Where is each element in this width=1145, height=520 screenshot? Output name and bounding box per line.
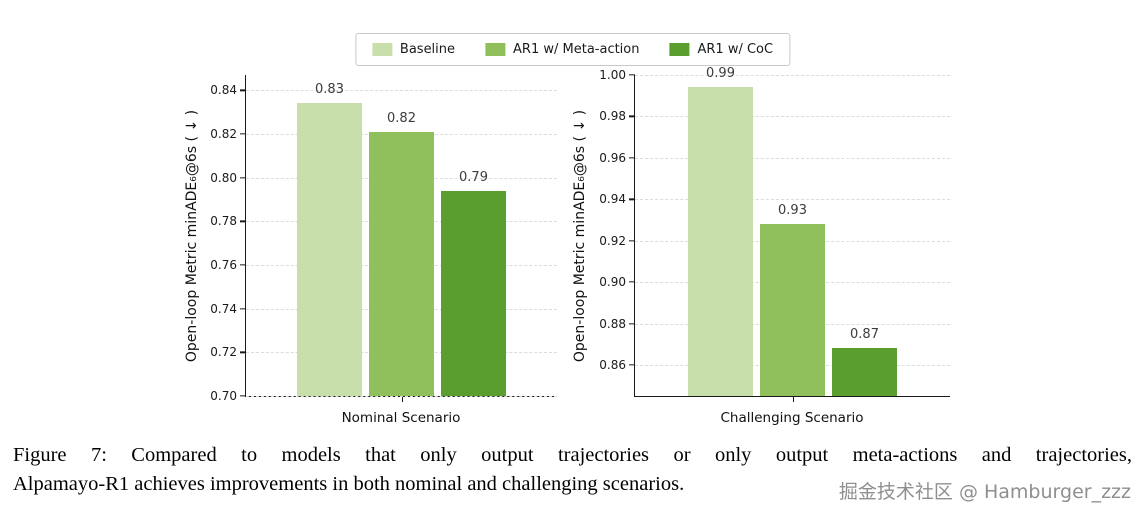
y-axis-label: Open-loop Metric minADE₆@6s ( ↓ ) <box>572 109 588 363</box>
caption-line-1: Figure 7: Compared to models that only o… <box>13 444 1132 466</box>
bar-baseline: 0.83 <box>297 82 362 396</box>
chart-nominal-scenario: Open-loop Metric minADE₆@6s ( ↓ ) 0.70 0.… <box>168 62 560 440</box>
bars-group: 0.83 0.82 0.79 <box>246 82 557 396</box>
chart-challenging-scenario: Open-loop Metric minADE₆@6s ( ↓ ) 0.86 0.… <box>556 62 954 440</box>
bar-baseline: 0.99 <box>688 66 753 396</box>
caption-line-2: Alpamayo-R1 achieves improvements in bot… <box>13 473 685 495</box>
y-tick-label: 0.78 <box>210 214 237 229</box>
y-tick-label: 0.90 <box>599 275 626 290</box>
y-tick-mark <box>629 198 635 200</box>
legend-label-baseline: Baseline <box>399 42 456 57</box>
plot-area: 0.70 0.72 0.74 0.76 0.78 0.80 0.82 0.84 0.83 0.82… <box>210 75 557 403</box>
y-tick-mark <box>629 115 635 118</box>
gridline <box>246 90 557 92</box>
y-tick-mark <box>629 240 635 242</box>
x-axis-label: Nominal Scenario <box>341 410 461 426</box>
y-tick-mark <box>240 133 246 135</box>
bar-ar1-w-coc: 0.87 <box>832 327 897 396</box>
y-tick-mark <box>240 395 246 397</box>
y-tick-label: 0.84 <box>210 83 237 98</box>
figure-caption: Figure 7: Compared to models that only o… <box>13 441 1132 499</box>
bar-value-label: 0.82 <box>387 110 416 126</box>
y-tick-mark <box>629 364 635 366</box>
legend-item-baseline: Baseline <box>371 42 456 57</box>
y-tick-mark <box>240 220 246 222</box>
y-tick-label: 0.92 <box>599 233 626 248</box>
y-tick-mark <box>240 264 246 266</box>
legend-item-meta-action: AR1 w/ Meta-action <box>485 42 640 57</box>
y-tick-label: 0.74 <box>210 301 237 316</box>
bars-group: 0.99 0.93 0.87 <box>635 66 950 396</box>
y-tick-label: 0.88 <box>599 316 626 331</box>
chart-legend: Baseline AR1 w/ Meta-action AR1 w/ CoC <box>354 33 791 66</box>
y-tick-label: 0.70 <box>210 389 237 403</box>
gridline <box>635 116 950 118</box>
legend-label-meta-action: AR1 w/ Meta-action <box>513 42 640 57</box>
bar-ar1-w-meta-action: 0.82 <box>369 111 434 396</box>
y-tick-mark <box>240 176 246 179</box>
legend-swatch-meta-action <box>485 43 506 56</box>
y-tick-mark <box>240 89 246 91</box>
gridline <box>635 199 950 201</box>
y-tick-label: 0.96 <box>599 150 626 165</box>
y-tick-mark <box>629 281 635 283</box>
y-tick-label: 1.00 <box>599 68 626 82</box>
x-axis-label: Challenging Scenario <box>720 410 864 426</box>
gridline <box>635 75 950 76</box>
bar-value-label: 0.99 <box>706 66 735 82</box>
bar-value-label: 0.79 <box>459 169 488 185</box>
watermark: 掘金技术社区 @ Hamburger_zzz <box>838 481 1131 503</box>
y-tick-mark <box>629 322 635 325</box>
x-tick-mark <box>792 397 794 402</box>
bar-value-label: 0.83 <box>315 82 344 98</box>
legend-item-coc: AR1 w/ CoC <box>669 42 774 57</box>
y-tick-label: 0.94 <box>599 192 626 207</box>
y-tick-mark <box>240 307 246 310</box>
legend-label-coc: AR1 w/ CoC <box>697 42 774 57</box>
y-tick-label: 0.86 <box>599 357 626 372</box>
y-tick-label: 0.72 <box>210 345 237 360</box>
y-tick-mark <box>629 74 635 76</box>
bar-value-label: 0.93 <box>778 203 807 219</box>
x-tick-mark <box>401 397 403 402</box>
legend-swatch-baseline <box>371 43 392 56</box>
legend-swatch-coc <box>669 43 690 56</box>
y-axis-label: Open-loop Metric minADE₆@6s ( ↓ ) <box>184 109 200 363</box>
y-tick-label: 0.80 <box>210 170 237 185</box>
plot-area: 0.86 0.88 0.90 0.92 0.94 0.96 0.98 1.00 0.99 0.93… <box>599 66 950 402</box>
y-tick-mark <box>629 157 635 159</box>
y-tick-label: 0.82 <box>210 126 237 141</box>
bar-ar1-w-coc: 0.79 <box>441 170 506 396</box>
bar-ar1-w-meta-action: 0.93 <box>760 203 825 396</box>
y-tick-label: 0.98 <box>599 109 626 124</box>
y-tick-label: 0.76 <box>210 257 237 272</box>
gridline <box>246 396 557 397</box>
bar-value-label: 0.87 <box>850 327 879 343</box>
y-tick-mark <box>240 351 246 353</box>
gridline <box>635 157 950 159</box>
